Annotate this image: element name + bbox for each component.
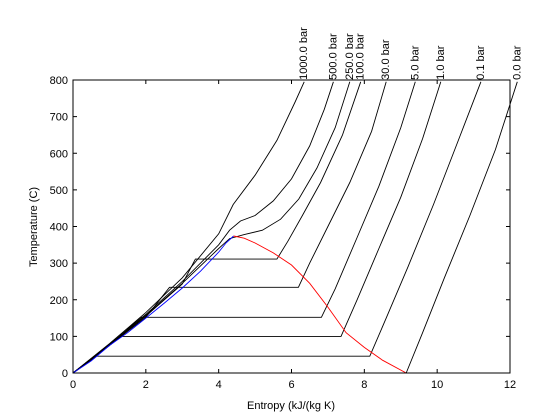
isobar-label: 100.0 bar: [355, 33, 367, 80]
plot-frame: [72, 79, 511, 374]
isobar-label: 500.0 bar: [327, 33, 339, 80]
x-tick-label: 12: [504, 379, 516, 391]
isobar-lines: [72, 81, 518, 374]
x-tick-label: 0: [70, 379, 76, 391]
isobar-label: 1000.0 bar: [298, 27, 310, 80]
x-tick-label: 6: [288, 379, 294, 391]
x-tick-label: 2: [143, 379, 149, 391]
isobar-line: [72, 81, 334, 374]
isobar-line: [72, 81, 416, 374]
isobar-label: 1.0 bar: [435, 45, 447, 80]
isobar-line: [72, 81, 351, 374]
isobar-line: [72, 81, 362, 374]
y-tick-label: 100: [50, 331, 68, 343]
x-tick-label: 10: [431, 379, 443, 391]
y-tick-label: 600: [50, 148, 68, 160]
isobar-label: 0.1 bar: [475, 45, 487, 80]
isobar-line: [405, 81, 518, 374]
isobar-label: 0.0 bar: [511, 45, 523, 80]
axis-ticks: 0 2 4 6 8 10 12 0 100 200 300 400 500 600 700 800: [50, 75, 516, 391]
y-tick-label: 800: [50, 75, 68, 87]
y-tick-label: 500: [50, 185, 68, 197]
x-tick-label: 8: [361, 379, 367, 391]
axes: [72, 79, 511, 374]
x-axis-label: Entropy (kJ/(kg K): [247, 400, 335, 412]
saturated-vapor-line: [233, 235, 407, 374]
isobar-line: [72, 81, 387, 374]
y-tick-label: 200: [50, 295, 68, 307]
isobar-line: [72, 81, 305, 374]
y-axis-label: Temperature (C): [28, 187, 40, 267]
isobar-label: 5.0 bar: [409, 45, 421, 80]
x-tick-label: 4: [216, 379, 222, 391]
isobar-line: [72, 81, 482, 374]
y-tick-label: 400: [50, 222, 68, 234]
y-tick-label: 0: [62, 368, 68, 380]
isobar-label: 30.0 bar: [380, 39, 392, 80]
y-tick-label: 700: [50, 112, 68, 124]
isobar-label: 250.0 bar: [344, 33, 356, 80]
y-tick-label: 300: [50, 258, 68, 270]
saturation-dome: [72, 235, 407, 374]
saturated-liquid-line: [72, 235, 234, 374]
